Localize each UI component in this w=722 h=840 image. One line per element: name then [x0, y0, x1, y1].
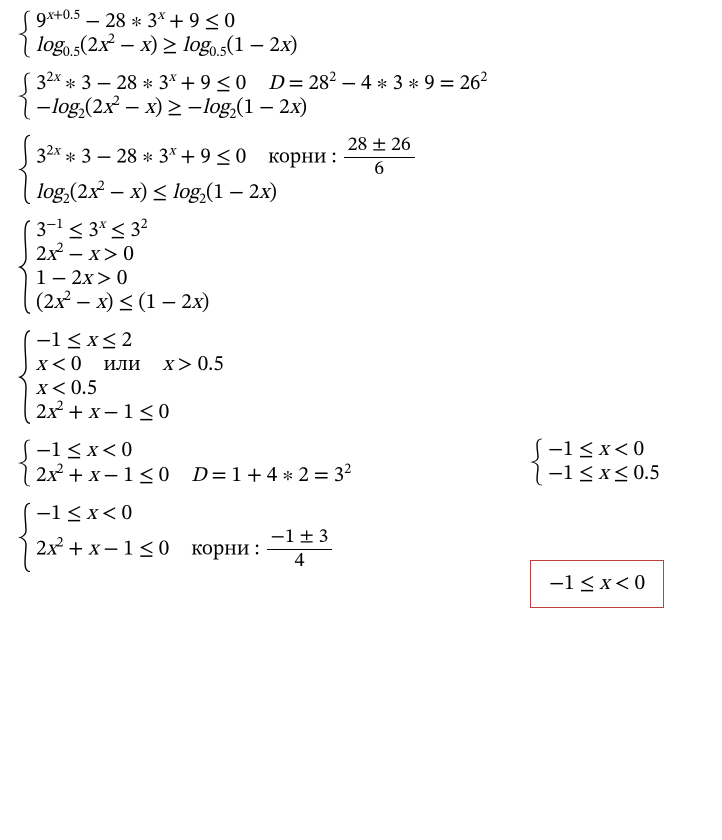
system-1: 9x+0.5 − 28 ∗ 3x + 9 ≤ 0 log0.5(2x2 − x)…	[18, 10, 704, 58]
eq-1-1: 9x+0.5 − 28 ∗ 3x + 9 ≤ 0	[36, 10, 704, 34]
side-eq-1: −1 ≤ x < 0	[548, 438, 660, 462]
eq-2-2: −log2(2x2 − x) ≥ −log2(1 − 2x)	[36, 96, 704, 120]
eq-5-3: x < 0.5	[36, 377, 704, 401]
eq-7-1: −1 ≤ x < 0	[36, 502, 704, 526]
system-5: −1 ≤ x ≤ 2 x < 0илиx > 0.5 x < 0.5 2x2 +…	[18, 329, 704, 425]
eq-4-3: 1 − 2x > 0	[36, 267, 704, 291]
side-system: −1 ≤ x < 0 −1 ≤ x ≤ 0.5	[530, 438, 660, 486]
eq-5-2: x < 0илиx > 0.5	[36, 353, 704, 377]
eq-5-4: 2x2 + x − 1 ≤ 0	[36, 401, 704, 425]
eq-2-1: 32x ∗ 3 − 28 ∗ 3x + 9 ≤ 0D = 282 − 4 ∗ 3…	[36, 72, 704, 96]
roots-label: корни :	[268, 147, 336, 168]
fraction-roots-1: 28 ± 266	[344, 135, 415, 180]
system-3: 32x ∗ 3 − 28 ∗ 3x + 9 ≤ 0корни : 28 ± 26…	[18, 134, 704, 205]
answer-box: −1 ≤ x < 0	[530, 560, 664, 608]
fraction-roots-2: −1 ± 34	[267, 527, 333, 572]
eq-4-4: (2x2 − x) ≤ (1 − 2x)	[36, 291, 704, 315]
or-label: или	[103, 354, 140, 375]
eq-1-2: log0.5(2x2 − x) ≥ log0.5(1 − 2x)	[36, 34, 704, 58]
math-derivation: 9x+0.5 − 28 ∗ 3x + 9 ≤ 0 log0.5(2x2 − x)…	[0, 0, 722, 597]
side-eq-2: −1 ≤ x ≤ 0.5	[548, 462, 660, 486]
roots-label-2: корни :	[191, 538, 259, 559]
system-4: 3−1 ≤ 3x ≤ 32 2x2 − x > 0 1 − 2x > 0 (2x…	[18, 219, 704, 315]
eq-5-1: −1 ≤ x ≤ 2	[36, 329, 704, 353]
system-2: 32x ∗ 3 − 28 ∗ 3x + 9 ≤ 0D = 282 − 4 ∗ 3…	[18, 72, 704, 120]
eq-3-2: log2(2x2 − x) ≤ log2(1 − 2x)	[36, 181, 704, 205]
eq-4-1: 3−1 ≤ 3x ≤ 32	[36, 219, 704, 243]
eq-4-2: 2x2 − x > 0	[36, 243, 704, 267]
eq-3-1: 32x ∗ 3 − 28 ∗ 3x + 9 ≤ 0корни : 28 ± 26…	[36, 134, 704, 181]
